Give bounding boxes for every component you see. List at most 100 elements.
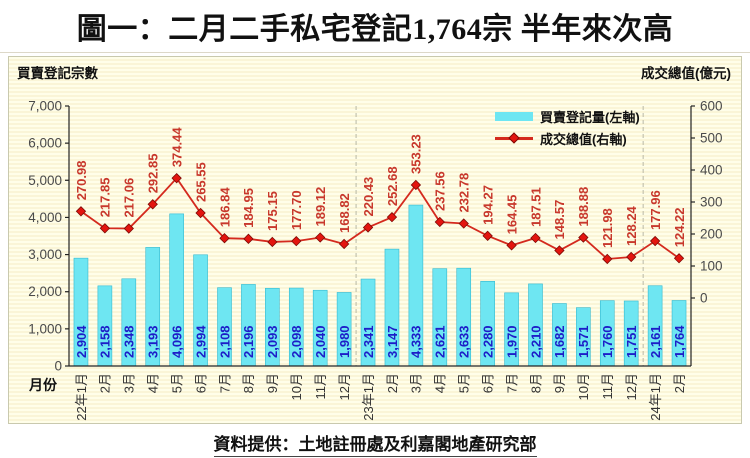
line-marker xyxy=(99,223,111,234)
line-value-label: 237.56 xyxy=(433,171,448,211)
x-tick-label: 6月 xyxy=(480,373,495,393)
bar-value-label: 2,341 xyxy=(361,325,376,358)
left-tick-label: 1,000 xyxy=(28,321,62,336)
x-tick-label: 10月 xyxy=(576,373,591,400)
x-tick-label: 4月 xyxy=(433,373,448,393)
left-tick-label: 2,000 xyxy=(28,284,62,299)
line-marker xyxy=(602,253,613,265)
left-tick-label: 7,000 xyxy=(28,99,62,114)
x-tick-label: 3月 xyxy=(409,373,424,393)
line-marker xyxy=(123,223,134,234)
line-marker xyxy=(649,235,661,247)
line-value-label: 164.45 xyxy=(504,195,519,235)
line-value-label: 168.82 xyxy=(337,193,352,233)
line-marker xyxy=(554,245,565,256)
line-value-label: 220.43 xyxy=(361,177,376,217)
line-value-label: 189.12 xyxy=(313,187,328,227)
x-tick-label: 24年1月 xyxy=(648,373,663,421)
bar-value-label: 3,147 xyxy=(385,325,400,358)
line-value-label: 252.68 xyxy=(385,166,400,206)
line-marker xyxy=(410,179,422,191)
bar-value-label: 1,980 xyxy=(337,325,352,358)
x-tick-label: 7月 xyxy=(504,373,519,393)
line-marker xyxy=(75,206,87,217)
bar-value-label: 3,193 xyxy=(146,325,161,358)
x-tick-label: 10月 xyxy=(289,373,304,400)
right-tick-label: 100 xyxy=(700,259,723,274)
x-tick-label: 11月 xyxy=(600,373,615,400)
bar-value-label: 2,161 xyxy=(648,325,663,358)
left-axis-title: 買賣登記宗數 xyxy=(17,66,98,81)
diamond-marker-icon xyxy=(508,132,520,144)
bar-value-label: 2,348 xyxy=(122,325,137,358)
line-marker xyxy=(386,211,398,223)
x-tick-label: 11月 xyxy=(313,373,328,400)
left-tick-label: 6,000 xyxy=(28,136,62,151)
line-value-label: 217.06 xyxy=(122,178,137,218)
right-tick-label: 600 xyxy=(700,99,723,114)
bar-value-label: 1,760 xyxy=(600,325,615,358)
line-value-label: 194.27 xyxy=(480,185,495,225)
right-axis-title: 成交總值(億元) xyxy=(641,66,731,81)
chart-panel: 2,904 2,158 2,348 3,193 4,096 2,994 2,108 2,196… xyxy=(8,56,742,424)
bar-value-label: 2,196 xyxy=(241,325,256,358)
x-tick-label: 9月 xyxy=(552,373,567,393)
x-tick-label: 22年1月 xyxy=(74,373,89,421)
bar-value-label: 2,633 xyxy=(457,325,472,358)
legend-label: 成交總值(右軸) xyxy=(540,132,627,147)
line-marker xyxy=(626,251,637,263)
bar-value-label: 1,970 xyxy=(504,325,519,358)
line-value-label: 121.98 xyxy=(600,208,615,248)
bar-value-label: 1,682 xyxy=(552,325,567,358)
right-tick-label: 400 xyxy=(700,163,723,178)
line-value-label: 177.96 xyxy=(648,190,663,230)
x-tick-label: 12月 xyxy=(337,373,352,400)
bar-value-label: 2,098 xyxy=(289,325,304,358)
bar-series-swatch-icon xyxy=(495,112,533,121)
line-marker xyxy=(147,199,158,210)
left-tick-label: 3,000 xyxy=(28,247,62,262)
line-value-label: 187.51 xyxy=(528,187,543,227)
bar-value-label: 2,093 xyxy=(265,325,280,358)
bar-value-label: 1,751 xyxy=(624,325,639,358)
x-tick-label: 2月 xyxy=(385,373,400,393)
line-value-label: 374.44 xyxy=(169,127,184,168)
line-marker xyxy=(434,216,445,228)
chart-svg: 2,904 2,158 2,348 3,193 4,096 2,994 2,108 2,196… xyxy=(28,99,723,421)
bar-value-label: 2,158 xyxy=(98,325,113,358)
line-marker xyxy=(195,207,206,219)
line-value-label: 177.70 xyxy=(289,190,304,230)
line-series xyxy=(80,176,680,260)
x-tick-label: 3月 xyxy=(122,373,137,393)
x-tick-label: 4月 xyxy=(146,373,161,393)
bar-value-label: 2,280 xyxy=(480,325,495,358)
line-value-label: 232.78 xyxy=(457,173,472,213)
line-value-label: 128.24 xyxy=(624,205,639,246)
x-tick-label: 5月 xyxy=(169,373,184,393)
bar-value-label: 4,096 xyxy=(169,325,184,358)
bar-value-label: 2,040 xyxy=(313,325,328,358)
line-marker xyxy=(482,230,493,241)
line-value-label: 217.85 xyxy=(98,178,113,218)
line-series-swatch-icon xyxy=(495,132,533,144)
bar-value-label: 1,764 xyxy=(672,325,687,358)
legend-item-line: 成交總值(右軸) xyxy=(495,129,640,148)
source-credit: 資料提供：土地註冊處及利嘉閣地產研究部 xyxy=(213,430,537,457)
line-marker xyxy=(291,235,302,247)
footer: 資料提供：土地註冊處及利嘉閣地產研究部 xyxy=(0,430,750,457)
line-marker xyxy=(267,236,278,248)
x-tick-label: 6月 xyxy=(193,373,208,393)
line-marker xyxy=(338,238,350,250)
x-tick-label: 8月 xyxy=(528,373,543,393)
right-tick-label: 0 xyxy=(700,291,708,306)
line-value-label: 353.23 xyxy=(409,134,424,174)
right-tick-label: 500 xyxy=(700,131,723,146)
bar-value-label: 2,994 xyxy=(193,325,208,358)
x-tick-label: 12月 xyxy=(624,373,639,400)
line-value-label: 270.98 xyxy=(74,161,89,201)
x-tick-label: 23年1月 xyxy=(361,373,376,421)
line-marker xyxy=(219,233,230,244)
right-tick-label: 200 xyxy=(700,227,723,242)
bar-value-label: 4,333 xyxy=(409,325,424,358)
line-value-label: 124.22 xyxy=(672,207,687,247)
